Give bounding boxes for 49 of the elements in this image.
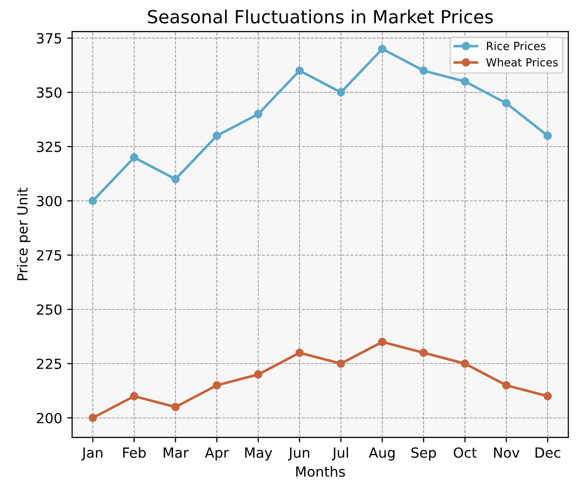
point xyxy=(502,381,510,390)
x-tick-label: Sep xyxy=(411,447,436,461)
point xyxy=(502,99,510,108)
x-tick-label: Jun xyxy=(288,448,310,460)
y-tick-label: 250 xyxy=(36,304,62,315)
point xyxy=(130,392,138,400)
x-tick-label: May xyxy=(245,448,272,461)
point xyxy=(295,348,304,357)
point xyxy=(212,381,222,390)
point xyxy=(544,392,552,400)
y-axis-title: Price per Unit xyxy=(16,188,30,280)
point xyxy=(254,370,262,379)
x-axis-title: Months xyxy=(296,466,345,477)
x-tick-label: Aug xyxy=(368,448,395,461)
point xyxy=(254,110,262,118)
y-tick-label: 375 xyxy=(36,33,62,44)
x-tick-label: Mar xyxy=(164,448,189,458)
point xyxy=(171,174,180,184)
point xyxy=(460,359,470,368)
y-tick-label: 350 xyxy=(36,87,62,98)
chart-title: Seasonal Fluctuations in Market Prices xyxy=(148,10,493,24)
x-tick-label: Oct xyxy=(454,447,477,458)
x-tick-label: Nov xyxy=(494,448,520,458)
point xyxy=(336,359,346,368)
x-tick-label: Dec xyxy=(536,448,560,458)
point xyxy=(130,153,138,162)
x-tick-label: Jul xyxy=(332,447,348,460)
y-tick-label: 275 xyxy=(36,250,62,261)
y-tick-label: 325 xyxy=(36,142,62,152)
point xyxy=(419,348,428,357)
y-tick-label: 200 xyxy=(36,412,62,424)
point xyxy=(460,77,470,86)
point xyxy=(419,66,428,75)
point xyxy=(378,338,386,346)
point xyxy=(544,132,552,140)
y-tick-label: 300 xyxy=(36,196,62,206)
y-tick-label: 225 xyxy=(36,358,62,370)
point xyxy=(212,132,222,140)
point xyxy=(171,402,180,412)
x-tick-label: Jan xyxy=(81,448,102,460)
x-tick-label: Feb xyxy=(123,447,146,458)
legend-label: Wheat Prices xyxy=(486,58,558,66)
x-tick-label: Apr xyxy=(204,448,229,461)
point xyxy=(88,414,97,422)
point xyxy=(378,44,386,54)
point xyxy=(88,196,97,206)
legend-label: Rice Prices xyxy=(486,42,546,50)
point xyxy=(295,66,304,75)
point xyxy=(336,88,346,97)
